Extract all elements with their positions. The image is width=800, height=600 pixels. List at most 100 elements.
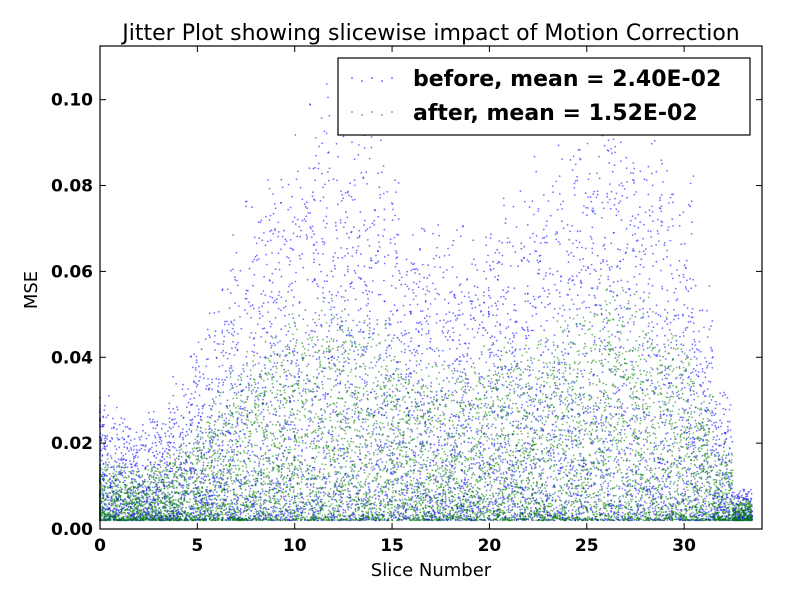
data-point <box>447 302 450 305</box>
data-point <box>237 305 240 307</box>
data-point <box>272 342 275 345</box>
data-point <box>426 456 429 459</box>
data-point <box>477 429 480 432</box>
data-point <box>307 512 310 515</box>
data-point <box>227 451 230 453</box>
data-point <box>325 441 328 444</box>
data-point <box>244 507 246 510</box>
data-point <box>435 419 438 422</box>
data-point <box>469 357 472 360</box>
data-point <box>371 291 374 294</box>
data-point <box>370 266 373 269</box>
data-point <box>311 230 314 233</box>
data-point <box>363 349 365 352</box>
data-point <box>443 298 446 301</box>
data-point <box>337 155 339 158</box>
data-point <box>289 515 291 518</box>
data-point <box>288 470 291 472</box>
data-point <box>347 490 349 493</box>
data-point <box>485 361 488 364</box>
data-point <box>368 290 370 293</box>
data-point <box>508 369 511 372</box>
data-point <box>417 331 420 334</box>
data-point <box>383 218 386 221</box>
data-point <box>394 243 396 245</box>
data-point <box>349 285 352 288</box>
data-point <box>435 394 438 397</box>
data-point <box>273 203 276 205</box>
data-point <box>533 240 536 243</box>
data-point <box>397 361 399 363</box>
data-point <box>398 269 400 272</box>
data-point <box>476 269 479 271</box>
data-point <box>438 439 440 441</box>
data-point <box>103 443 105 446</box>
data-point <box>409 359 411 362</box>
data-point <box>451 244 454 247</box>
data-point <box>438 293 440 296</box>
data-point <box>236 496 239 498</box>
data-point <box>196 473 199 476</box>
data-point <box>287 183 290 186</box>
data-point <box>287 514 289 517</box>
data-point <box>200 415 202 418</box>
data-point <box>363 265 366 268</box>
data-point <box>109 455 112 457</box>
data-point <box>177 425 180 428</box>
data-point <box>283 512 286 515</box>
data-point <box>451 432 453 435</box>
data-point <box>365 171 368 174</box>
data-point <box>258 237 260 240</box>
data-point <box>528 206 531 209</box>
data-point <box>396 435 399 438</box>
data-point <box>151 420 154 423</box>
data-point <box>178 435 181 438</box>
data-point <box>106 492 109 495</box>
data-point <box>193 512 195 515</box>
data-point <box>299 257 302 260</box>
data-point <box>103 447 106 450</box>
data-point <box>156 453 159 456</box>
data-point <box>501 452 504 454</box>
data-point <box>121 459 123 462</box>
data-point <box>311 195 314 198</box>
data-point <box>422 288 424 290</box>
data-point <box>255 242 258 245</box>
data-point <box>314 166 316 169</box>
data-point <box>100 449 103 451</box>
data-point <box>180 414 183 417</box>
data-point <box>505 327 508 330</box>
data-point <box>277 341 279 344</box>
data-point <box>280 364 283 367</box>
data-point <box>363 393 365 395</box>
data-point <box>327 431 330 434</box>
data-point <box>459 512 462 515</box>
data-point <box>114 445 116 448</box>
data-point <box>352 319 355 322</box>
data-point <box>392 480 394 483</box>
data-point <box>182 436 184 439</box>
data-point <box>109 478 112 481</box>
data-point <box>278 407 281 409</box>
data-point <box>406 504 409 507</box>
data-point <box>456 452 459 455</box>
data-point <box>454 482 457 485</box>
data-point <box>502 458 504 461</box>
data-point <box>363 321 365 324</box>
data-point <box>479 446 482 448</box>
data-point <box>382 235 384 237</box>
data-point <box>314 511 317 513</box>
data-point <box>474 319 477 322</box>
data-point <box>216 343 219 345</box>
data-point <box>130 447 133 449</box>
data-point <box>385 416 388 419</box>
data-point <box>392 511 395 514</box>
data-point <box>358 418 360 421</box>
data-point <box>378 186 381 189</box>
data-point <box>245 356 248 358</box>
data-point <box>406 270 409 273</box>
data-point <box>528 334 530 337</box>
data-point <box>283 229 285 232</box>
data-point <box>454 415 457 418</box>
data-point <box>203 403 206 406</box>
